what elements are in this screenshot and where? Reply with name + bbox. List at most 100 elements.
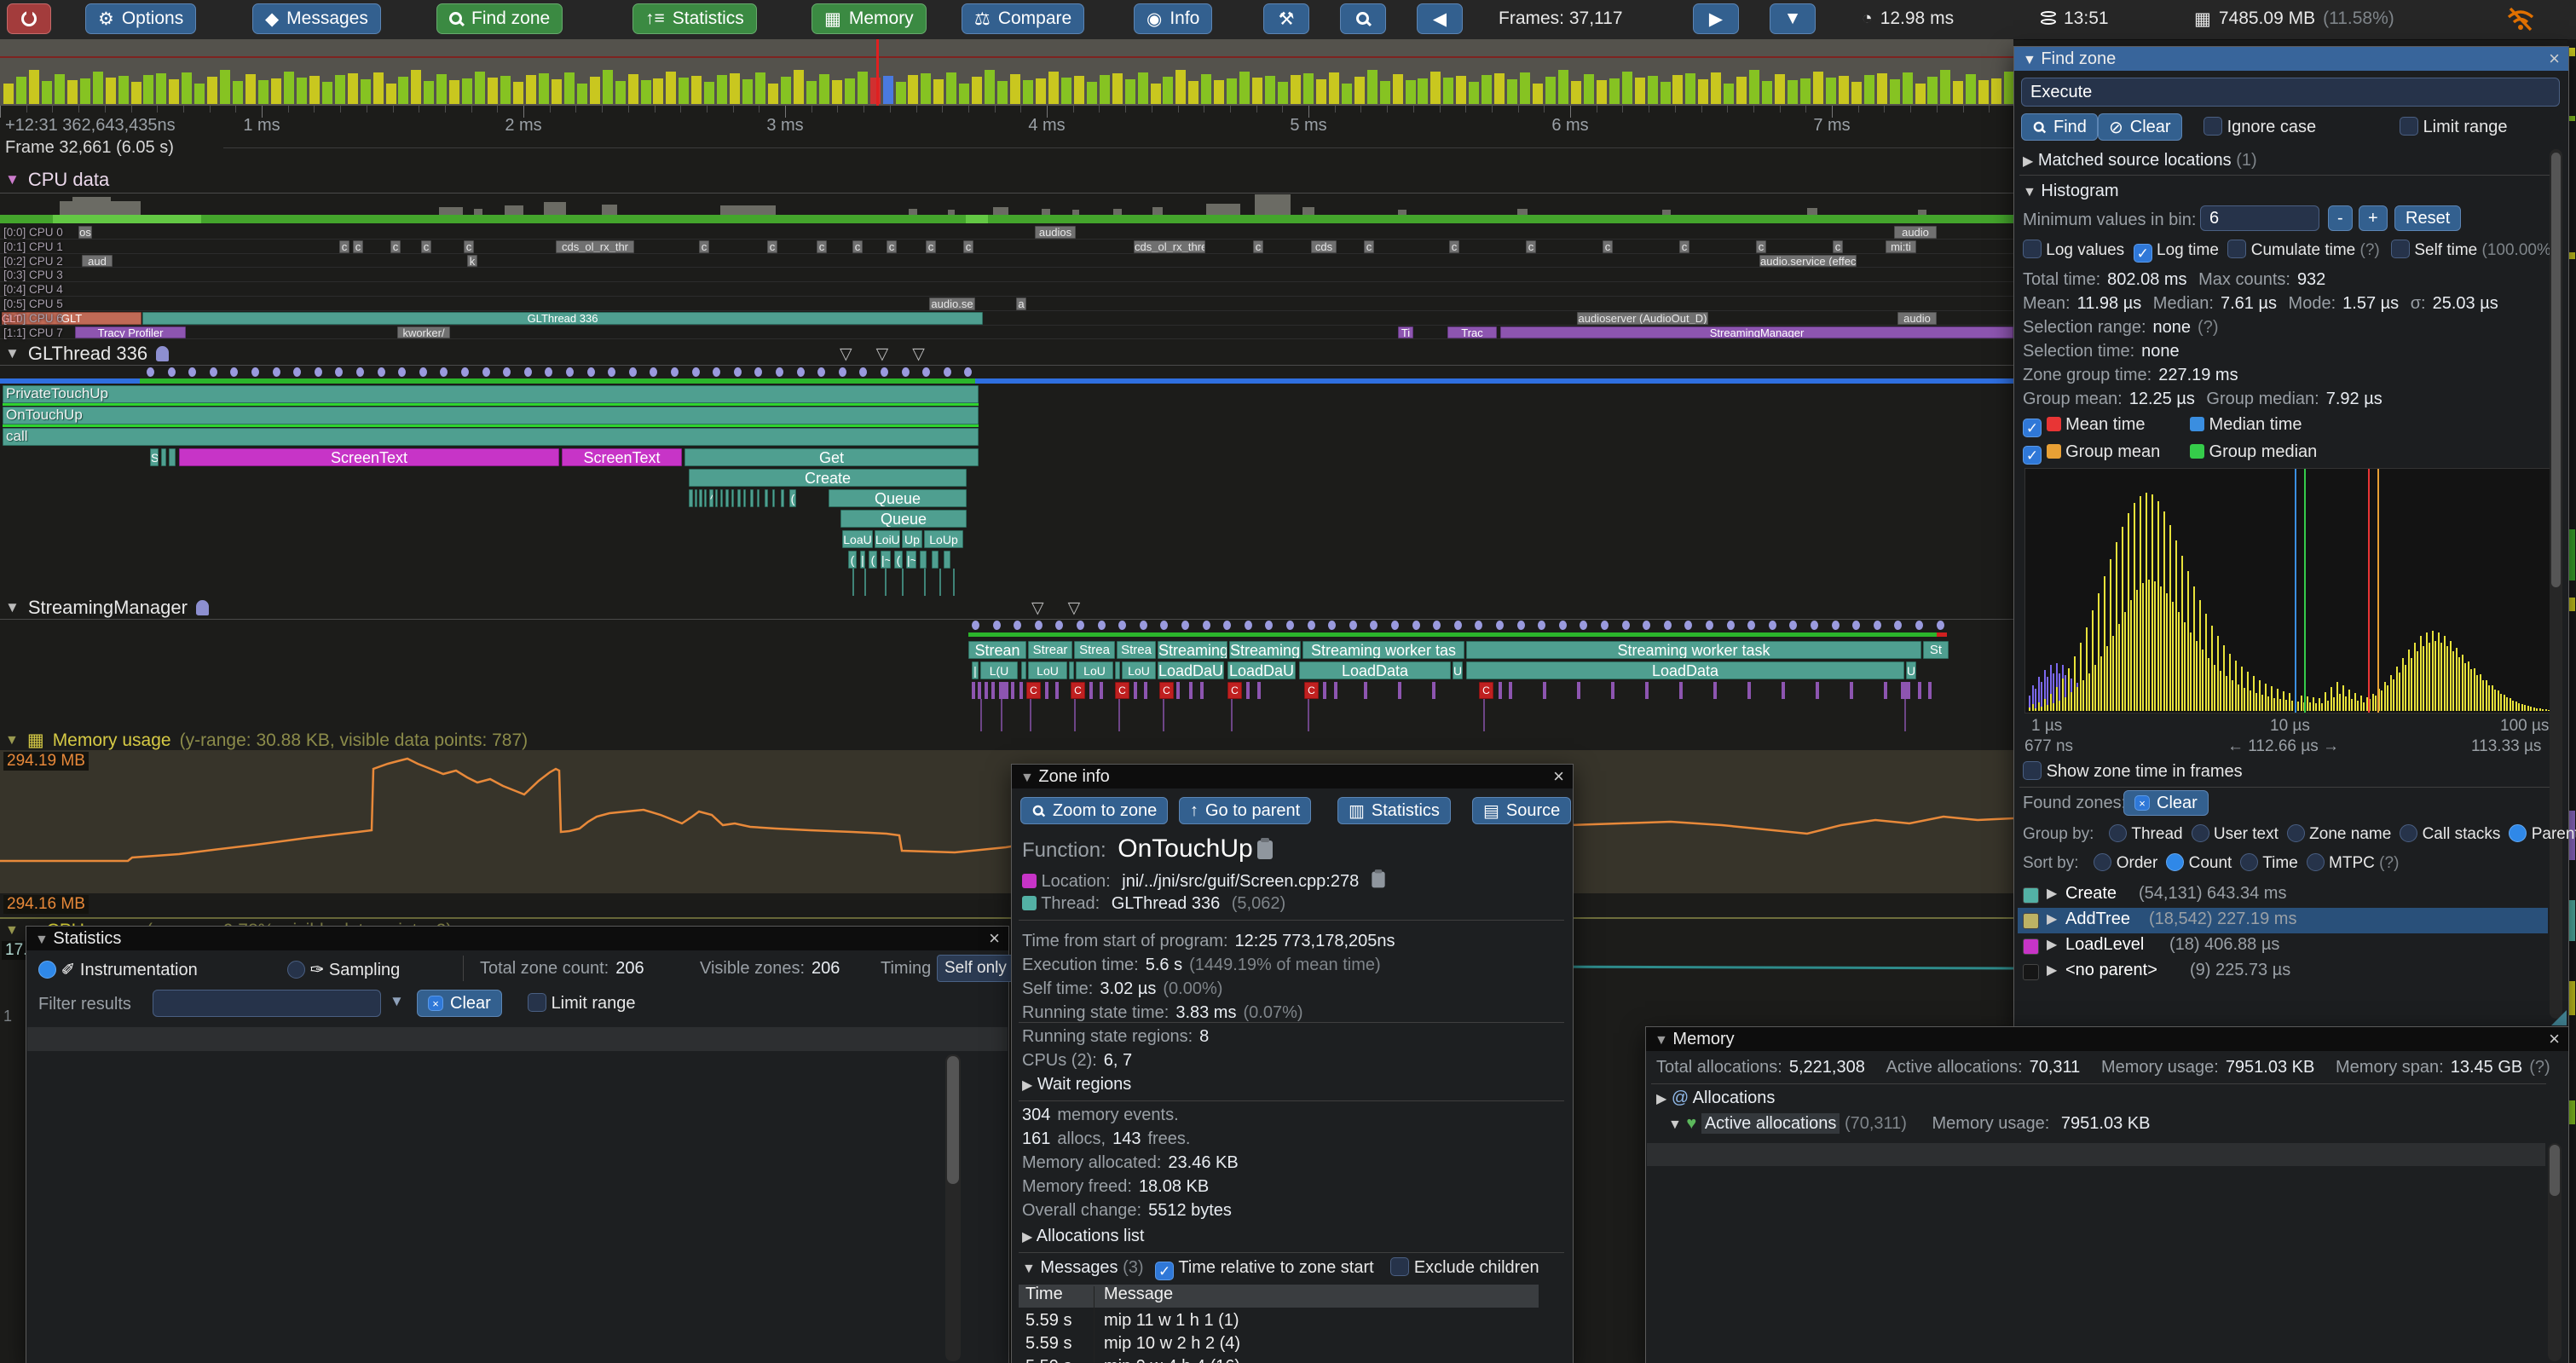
log-time-checkbox[interactable]: ✓ bbox=[2134, 244, 2152, 263]
frame-bar[interactable] bbox=[1316, 79, 1326, 104]
frame-bar[interactable] bbox=[666, 72, 676, 104]
prev-frame-button[interactable]: ◀ bbox=[1417, 3, 1463, 34]
timeline-zone[interactable]: |~ bbox=[906, 551, 916, 569]
frame-bar[interactable] bbox=[858, 72, 868, 104]
timeline-zone[interactable] bbox=[689, 489, 693, 507]
frame-bar[interactable] bbox=[500, 76, 511, 104]
timeline-zone[interactable]: U bbox=[1453, 661, 1463, 679]
timeline-zone[interactable] bbox=[720, 489, 723, 507]
frame-bar[interactable] bbox=[577, 84, 587, 104]
cpu-zone[interactable]: c bbox=[699, 240, 709, 253]
lock-zone[interactable] bbox=[1499, 682, 1502, 699]
lock-zone[interactable] bbox=[1918, 682, 1921, 699]
self-time-checkbox[interactable] bbox=[2391, 240, 2410, 258]
active-allocations-row[interactable]: ▼ ♥ Active allocations (70,311) Memory u… bbox=[1668, 1114, 2157, 1134]
cpu-data-header[interactable]: ▼ CPU data bbox=[5, 169, 109, 191]
frame-bar[interactable] bbox=[1252, 78, 1262, 104]
cpu-zone[interactable]: audioserver (AudioOut_D) bbox=[1577, 312, 1708, 325]
frame-bar[interactable] bbox=[1877, 73, 1887, 104]
frame-bar[interactable] bbox=[1239, 72, 1250, 104]
frame-bar[interactable] bbox=[1265, 76, 1275, 104]
timeline-zone[interactable]: S bbox=[150, 448, 159, 466]
frame-bar[interactable] bbox=[297, 78, 307, 104]
timeline-zone[interactable]: LoadData bbox=[1299, 661, 1451, 679]
contended-lock-zone[interactable]: C bbox=[1227, 682, 1242, 699]
cpu-zone[interactable]: StreamingManager bbox=[1500, 326, 2013, 339]
radio-icon[interactable] bbox=[2094, 853, 2111, 871]
memory-column-header[interactable] bbox=[1647, 1143, 2545, 1166]
next-frame-button[interactable]: ▶ bbox=[1693, 3, 1739, 34]
compare-button[interactable]: ⚖Compare bbox=[962, 3, 1084, 34]
frame-bar[interactable] bbox=[997, 81, 1008, 104]
frame-bar[interactable] bbox=[449, 80, 459, 104]
frame-bar[interactable] bbox=[1303, 73, 1314, 104]
cpu-zone[interactable]: c bbox=[1253, 240, 1263, 253]
lock-zone[interactable] bbox=[1928, 682, 1932, 699]
frame-bar[interactable] bbox=[1953, 81, 1963, 104]
radio-icon[interactable] bbox=[2287, 824, 2305, 842]
lock-zone[interactable] bbox=[1323, 682, 1326, 699]
frame-bar[interactable] bbox=[143, 75, 153, 104]
cumulate-checkbox[interactable] bbox=[2227, 240, 2246, 258]
timeline-zone[interactable]: U bbox=[1906, 661, 1916, 679]
frame-bar[interactable] bbox=[424, 81, 434, 104]
lock-zone[interactable] bbox=[1100, 682, 1103, 699]
checkbox-checked-icon[interactable]: ✓ bbox=[2023, 446, 2042, 465]
cpu-zone[interactable]: audio.service (effect) bbox=[1759, 255, 1857, 268]
frame-bar[interactable] bbox=[896, 82, 906, 104]
lock-zone[interactable] bbox=[991, 682, 995, 699]
timeline-zone[interactable]: LoadData bbox=[1466, 661, 1904, 679]
close-icon[interactable]: × bbox=[2549, 47, 2560, 71]
frame-bar[interactable] bbox=[1481, 75, 1492, 104]
frame-bar[interactable] bbox=[1711, 72, 1721, 104]
cpu-zone[interactable]: c bbox=[464, 240, 474, 253]
memory-plot-area[interactable] bbox=[0, 750, 2013, 893]
message-markers[interactable]: ▽▽ bbox=[1031, 598, 1104, 618]
cpu-zone[interactable]: c bbox=[421, 240, 431, 253]
sampling-radio[interactable]: ✑ Sampling bbox=[287, 959, 400, 980]
found-clear-button[interactable]: ×Clear bbox=[2123, 790, 2209, 816]
frame-bar[interactable] bbox=[781, 77, 791, 104]
timeline-zone[interactable]: Create bbox=[689, 469, 967, 487]
frame-bar[interactable] bbox=[1048, 72, 1059, 104]
find-zone-scrollbar[interactable] bbox=[2550, 149, 2562, 1019]
clear-filter-button[interactable]: ×Clear bbox=[417, 990, 502, 1017]
radio-icon[interactable] bbox=[2240, 853, 2258, 871]
frame-bar[interactable] bbox=[1864, 75, 1874, 104]
timeline-zone[interactable]: |~ bbox=[881, 551, 891, 569]
reset-button[interactable]: Reset bbox=[2394, 205, 2461, 231]
lock-zone[interactable] bbox=[1089, 682, 1093, 699]
cpu-zone[interactable]: c bbox=[390, 240, 401, 253]
cpu-zone[interactable]: c bbox=[1679, 240, 1689, 253]
frame-bar[interactable] bbox=[1609, 78, 1620, 104]
lock-zone[interactable] bbox=[1019, 682, 1023, 699]
frame-bar[interactable] bbox=[1393, 74, 1403, 104]
memory-usage-header[interactable]: ▼ ▦ Memory usage (y-range: 30.88 KB, vis… bbox=[5, 730, 528, 751]
frame-bar[interactable] bbox=[921, 73, 931, 104]
timeline-ruler[interactable] bbox=[0, 106, 2013, 136]
frame-bar[interactable] bbox=[3, 84, 14, 104]
clipboard-icon[interactable] bbox=[1372, 872, 1384, 888]
cpu-zone[interactable]: c bbox=[353, 240, 363, 253]
close-icon[interactable]: × bbox=[989, 927, 1000, 950]
frame-info-label[interactable]: Frame 32,661 (6.05 s) bbox=[5, 138, 174, 158]
frame-bar[interactable] bbox=[590, 77, 600, 104]
frame-bar[interactable] bbox=[1061, 78, 1071, 104]
frame-bar[interactable] bbox=[462, 78, 472, 104]
timeline-zone[interactable]: LoU bbox=[1076, 661, 1113, 679]
frame-bar[interactable] bbox=[1214, 80, 1224, 104]
lock-zone[interactable] bbox=[972, 682, 975, 699]
stats-scrollbar[interactable] bbox=[945, 1054, 961, 1361]
frame-bar[interactable] bbox=[959, 84, 969, 104]
frame-bar[interactable] bbox=[1571, 81, 1581, 104]
cpu-zone[interactable]: Tracy Profiler bbox=[75, 326, 186, 339]
legend-item[interactable]: ✓ Mean time bbox=[2023, 415, 2146, 437]
cpu-zone[interactable]: audio bbox=[1894, 226, 1937, 239]
frame-bar[interactable] bbox=[1430, 72, 1441, 104]
ignore-case-checkbox[interactable]: Ignore case bbox=[2203, 117, 2316, 137]
lock-zone[interactable] bbox=[1176, 682, 1180, 699]
memory-button[interactable]: ▦Memory bbox=[811, 3, 927, 34]
frame-bar[interactable] bbox=[80, 78, 90, 104]
cpu-zone[interactable]: cds bbox=[1311, 240, 1337, 253]
limit-range-checkbox[interactable]: Limit range bbox=[2400, 117, 2508, 137]
